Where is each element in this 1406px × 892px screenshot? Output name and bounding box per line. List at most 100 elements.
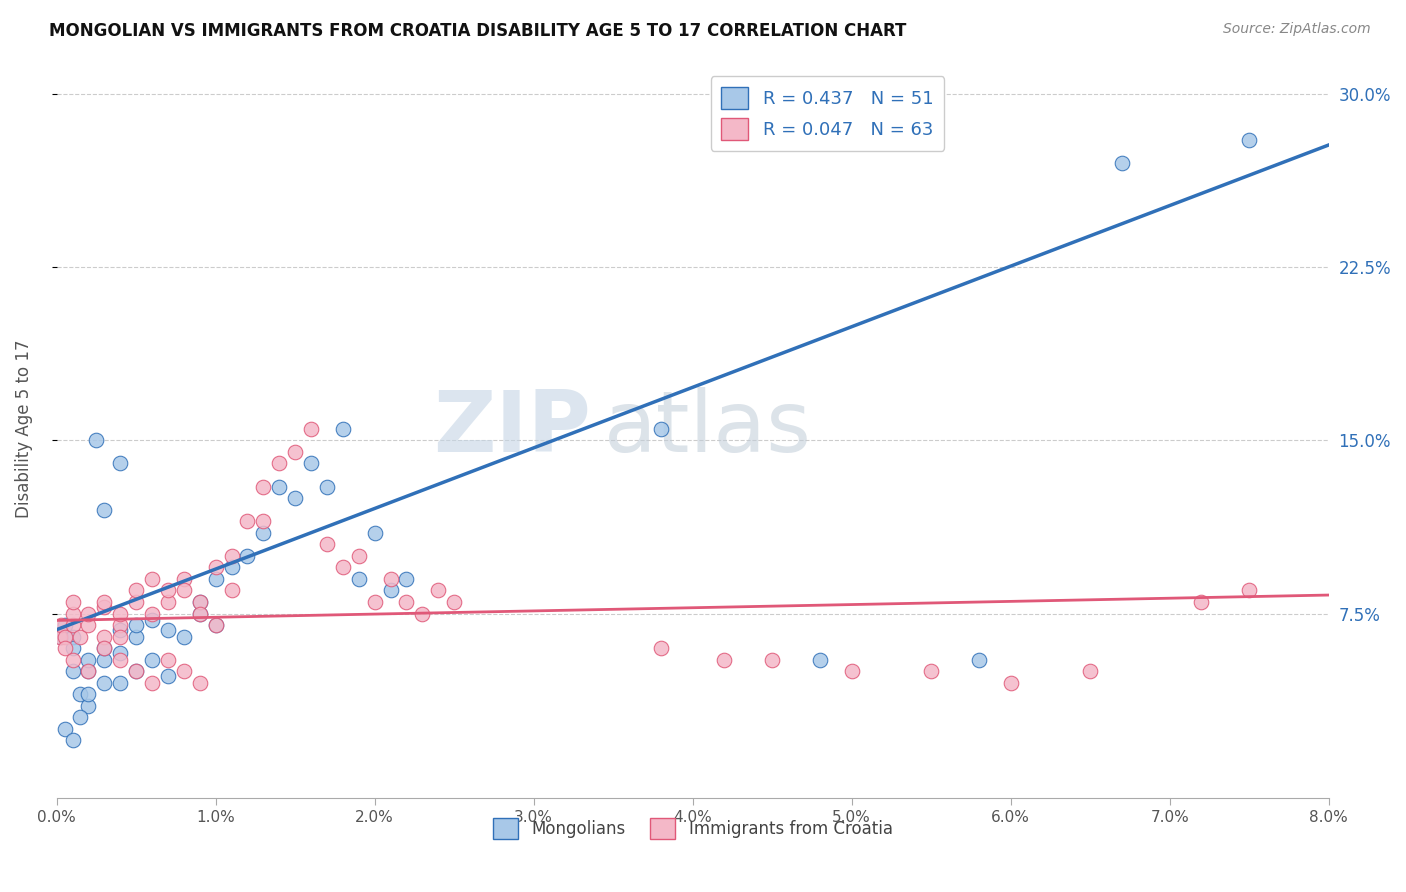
Point — [125, 664, 148, 678]
Point — [93, 502, 115, 516]
Point — [363, 525, 385, 540]
Point — [53, 641, 76, 656]
Point — [141, 653, 163, 667]
Point — [51, 630, 73, 644]
Point — [173, 664, 195, 678]
Point — [188, 675, 211, 690]
Point — [93, 630, 115, 644]
Point — [1237, 133, 1260, 147]
Point — [51, 618, 73, 632]
Point — [252, 479, 274, 493]
Point — [841, 664, 863, 678]
Point — [411, 607, 433, 621]
Point — [93, 675, 115, 690]
Point — [62, 618, 84, 632]
Point — [284, 445, 307, 459]
Point — [125, 630, 148, 644]
Point — [141, 614, 163, 628]
Point — [284, 491, 307, 505]
Point — [77, 664, 100, 678]
Point — [713, 653, 735, 667]
Point — [110, 457, 132, 471]
Point — [62, 641, 84, 656]
Point — [141, 572, 163, 586]
Point — [62, 607, 84, 621]
Point — [1000, 675, 1022, 690]
Point — [173, 630, 195, 644]
Point — [188, 607, 211, 621]
Point — [967, 653, 990, 667]
Point — [1237, 583, 1260, 598]
Point — [188, 595, 211, 609]
Point — [316, 537, 339, 551]
Point — [347, 549, 370, 563]
Point — [920, 664, 942, 678]
Point — [125, 664, 148, 678]
Point — [299, 422, 322, 436]
Point — [93, 641, 115, 656]
Point — [62, 595, 84, 609]
Point — [156, 595, 179, 609]
Point — [221, 549, 243, 563]
Point — [252, 525, 274, 540]
Legend: Mongolians, Immigrants from Croatia: Mongolians, Immigrants from Croatia — [486, 812, 900, 846]
Point — [77, 687, 100, 701]
Point — [1111, 156, 1133, 170]
Y-axis label: Disability Age 5 to 17: Disability Age 5 to 17 — [15, 340, 32, 518]
Point — [62, 653, 84, 667]
Point — [141, 607, 163, 621]
Point — [110, 646, 132, 660]
Point — [69, 687, 91, 701]
Text: MONGOLIAN VS IMMIGRANTS FROM CROATIA DISABILITY AGE 5 TO 17 CORRELATION CHART: MONGOLIAN VS IMMIGRANTS FROM CROATIA DIS… — [49, 22, 907, 40]
Point — [1078, 664, 1101, 678]
Point — [156, 653, 179, 667]
Point — [252, 514, 274, 528]
Point — [316, 479, 339, 493]
Point — [204, 560, 226, 574]
Point — [204, 572, 226, 586]
Point — [650, 422, 672, 436]
Point — [204, 618, 226, 632]
Point — [427, 583, 450, 598]
Point — [62, 664, 84, 678]
Point — [69, 710, 91, 724]
Point — [93, 595, 115, 609]
Point — [141, 675, 163, 690]
Point — [110, 618, 132, 632]
Point — [269, 479, 291, 493]
Point — [269, 457, 291, 471]
Point — [173, 583, 195, 598]
Point — [62, 733, 84, 747]
Point — [332, 422, 354, 436]
Point — [236, 549, 259, 563]
Text: Source: ZipAtlas.com: Source: ZipAtlas.com — [1223, 22, 1371, 37]
Point — [69, 630, 91, 644]
Point — [347, 572, 370, 586]
Point — [53, 630, 76, 644]
Point — [156, 669, 179, 683]
Point — [173, 572, 195, 586]
Point — [221, 583, 243, 598]
Point — [395, 595, 418, 609]
Point — [1191, 595, 1213, 609]
Point — [110, 630, 132, 644]
Point — [110, 623, 132, 637]
Point — [62, 630, 84, 644]
Point — [156, 623, 179, 637]
Point — [49, 630, 72, 644]
Point — [110, 607, 132, 621]
Point — [380, 583, 402, 598]
Point — [53, 722, 76, 736]
Point — [77, 664, 100, 678]
Point — [125, 618, 148, 632]
Point — [156, 583, 179, 598]
Point — [443, 595, 465, 609]
Point — [761, 653, 783, 667]
Point — [332, 560, 354, 574]
Point — [93, 641, 115, 656]
Point — [188, 607, 211, 621]
Point — [77, 607, 100, 621]
Point — [236, 514, 259, 528]
Point — [110, 653, 132, 667]
Point — [363, 595, 385, 609]
